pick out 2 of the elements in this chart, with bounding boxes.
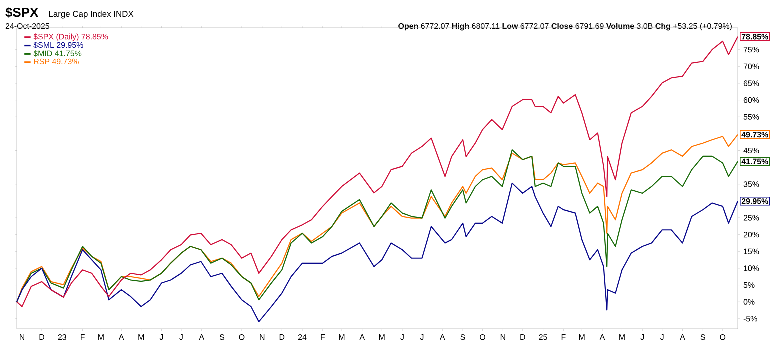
chart-title: $SPX xyxy=(6,7,39,18)
chart-subtitle: Large Cap Index INDX xyxy=(49,10,134,19)
